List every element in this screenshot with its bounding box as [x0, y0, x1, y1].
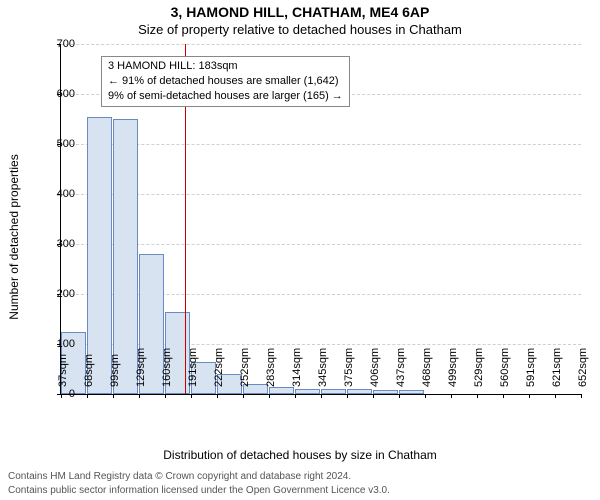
xtick-label: 345sqm — [317, 348, 329, 387]
xtick-label: 468sqm — [421, 348, 433, 387]
xtick-label: 437sqm — [395, 348, 407, 387]
footer-attribution-2: Contains public sector information licen… — [8, 485, 390, 496]
xtick-mark — [217, 394, 218, 398]
xtick-mark — [425, 394, 426, 398]
gridline — [61, 194, 581, 195]
bar — [87, 117, 112, 395]
xtick-label: 222sqm — [213, 348, 225, 387]
plot-area: 3 HAMOND HILL: 183sqm ← 91% of detached … — [60, 44, 581, 395]
xtick-label: 314sqm — [291, 348, 303, 387]
xtick-mark — [451, 394, 452, 398]
ytick-label: 600 — [45, 88, 75, 100]
xtick-label: 129sqm — [135, 348, 147, 387]
title-main: 3, HAMOND HILL, CHATHAM, ME4 6AP — [0, 4, 600, 20]
xtick-mark — [581, 394, 582, 398]
xtick-label: 37sqm — [57, 354, 69, 387]
footer-attribution-1: Contains HM Land Registry data © Crown c… — [8, 471, 351, 482]
xtick-mark — [243, 394, 244, 398]
xtick-label: 68sqm — [83, 354, 95, 387]
xtick-label: 529sqm — [473, 348, 485, 387]
xtick-label: 99sqm — [109, 354, 121, 387]
bar — [373, 390, 398, 394]
xtick-mark — [191, 394, 192, 398]
bar — [295, 389, 320, 394]
ytick-label: 0 — [45, 388, 75, 400]
x-axis-label: Distribution of detached houses by size … — [0, 448, 600, 462]
xtick-mark — [347, 394, 348, 398]
xtick-mark — [295, 394, 296, 398]
annotation-box: 3 HAMOND HILL: 183sqm ← 91% of detached … — [101, 56, 350, 107]
bar — [347, 389, 372, 394]
xtick-label: 560sqm — [499, 348, 511, 387]
gridline — [61, 244, 581, 245]
xtick-mark — [321, 394, 322, 398]
gridline — [61, 44, 581, 45]
ytick-label: 400 — [45, 188, 75, 200]
xtick-label: 375sqm — [343, 348, 355, 387]
ytick-label: 100 — [45, 338, 75, 350]
ytick-label: 300 — [45, 238, 75, 250]
xtick-label: 591sqm — [525, 348, 537, 387]
bar — [321, 389, 346, 394]
xtick-mark — [529, 394, 530, 398]
xtick-mark — [555, 394, 556, 398]
xtick-mark — [165, 394, 166, 398]
xtick-label: 406sqm — [369, 348, 381, 387]
xtick-label: 652sqm — [577, 348, 589, 387]
xtick-label: 191sqm — [187, 348, 199, 387]
xtick-mark — [373, 394, 374, 398]
bar — [269, 387, 294, 395]
title-sub: Size of property relative to detached ho… — [0, 22, 600, 37]
bar — [399, 390, 424, 394]
xtick-label: 160sqm — [161, 348, 173, 387]
xtick-mark — [269, 394, 270, 398]
y-axis-label: Number of detached properties — [7, 154, 21, 319]
annotation-line3: 9% of semi-detached houses are larger (1… — [108, 89, 343, 104]
xtick-mark — [477, 394, 478, 398]
xtick-label: 621sqm — [551, 348, 563, 387]
ytick-label: 700 — [45, 38, 75, 50]
xtick-mark — [503, 394, 504, 398]
xtick-mark — [399, 394, 400, 398]
xtick-mark — [139, 394, 140, 398]
gridline — [61, 144, 581, 145]
ytick-label: 200 — [45, 288, 75, 300]
xtick-mark — [113, 394, 114, 398]
xtick-label: 252sqm — [239, 348, 251, 387]
ytick-label: 500 — [45, 138, 75, 150]
chart-container: 3, HAMOND HILL, CHATHAM, ME4 6AP Size of… — [0, 0, 600, 500]
xtick-label: 283sqm — [265, 348, 277, 387]
annotation-line2: ← 91% of detached houses are smaller (1,… — [108, 74, 343, 89]
annotation-line1: 3 HAMOND HILL: 183sqm — [108, 59, 343, 74]
xtick-label: 499sqm — [447, 348, 459, 387]
xtick-mark — [87, 394, 88, 398]
